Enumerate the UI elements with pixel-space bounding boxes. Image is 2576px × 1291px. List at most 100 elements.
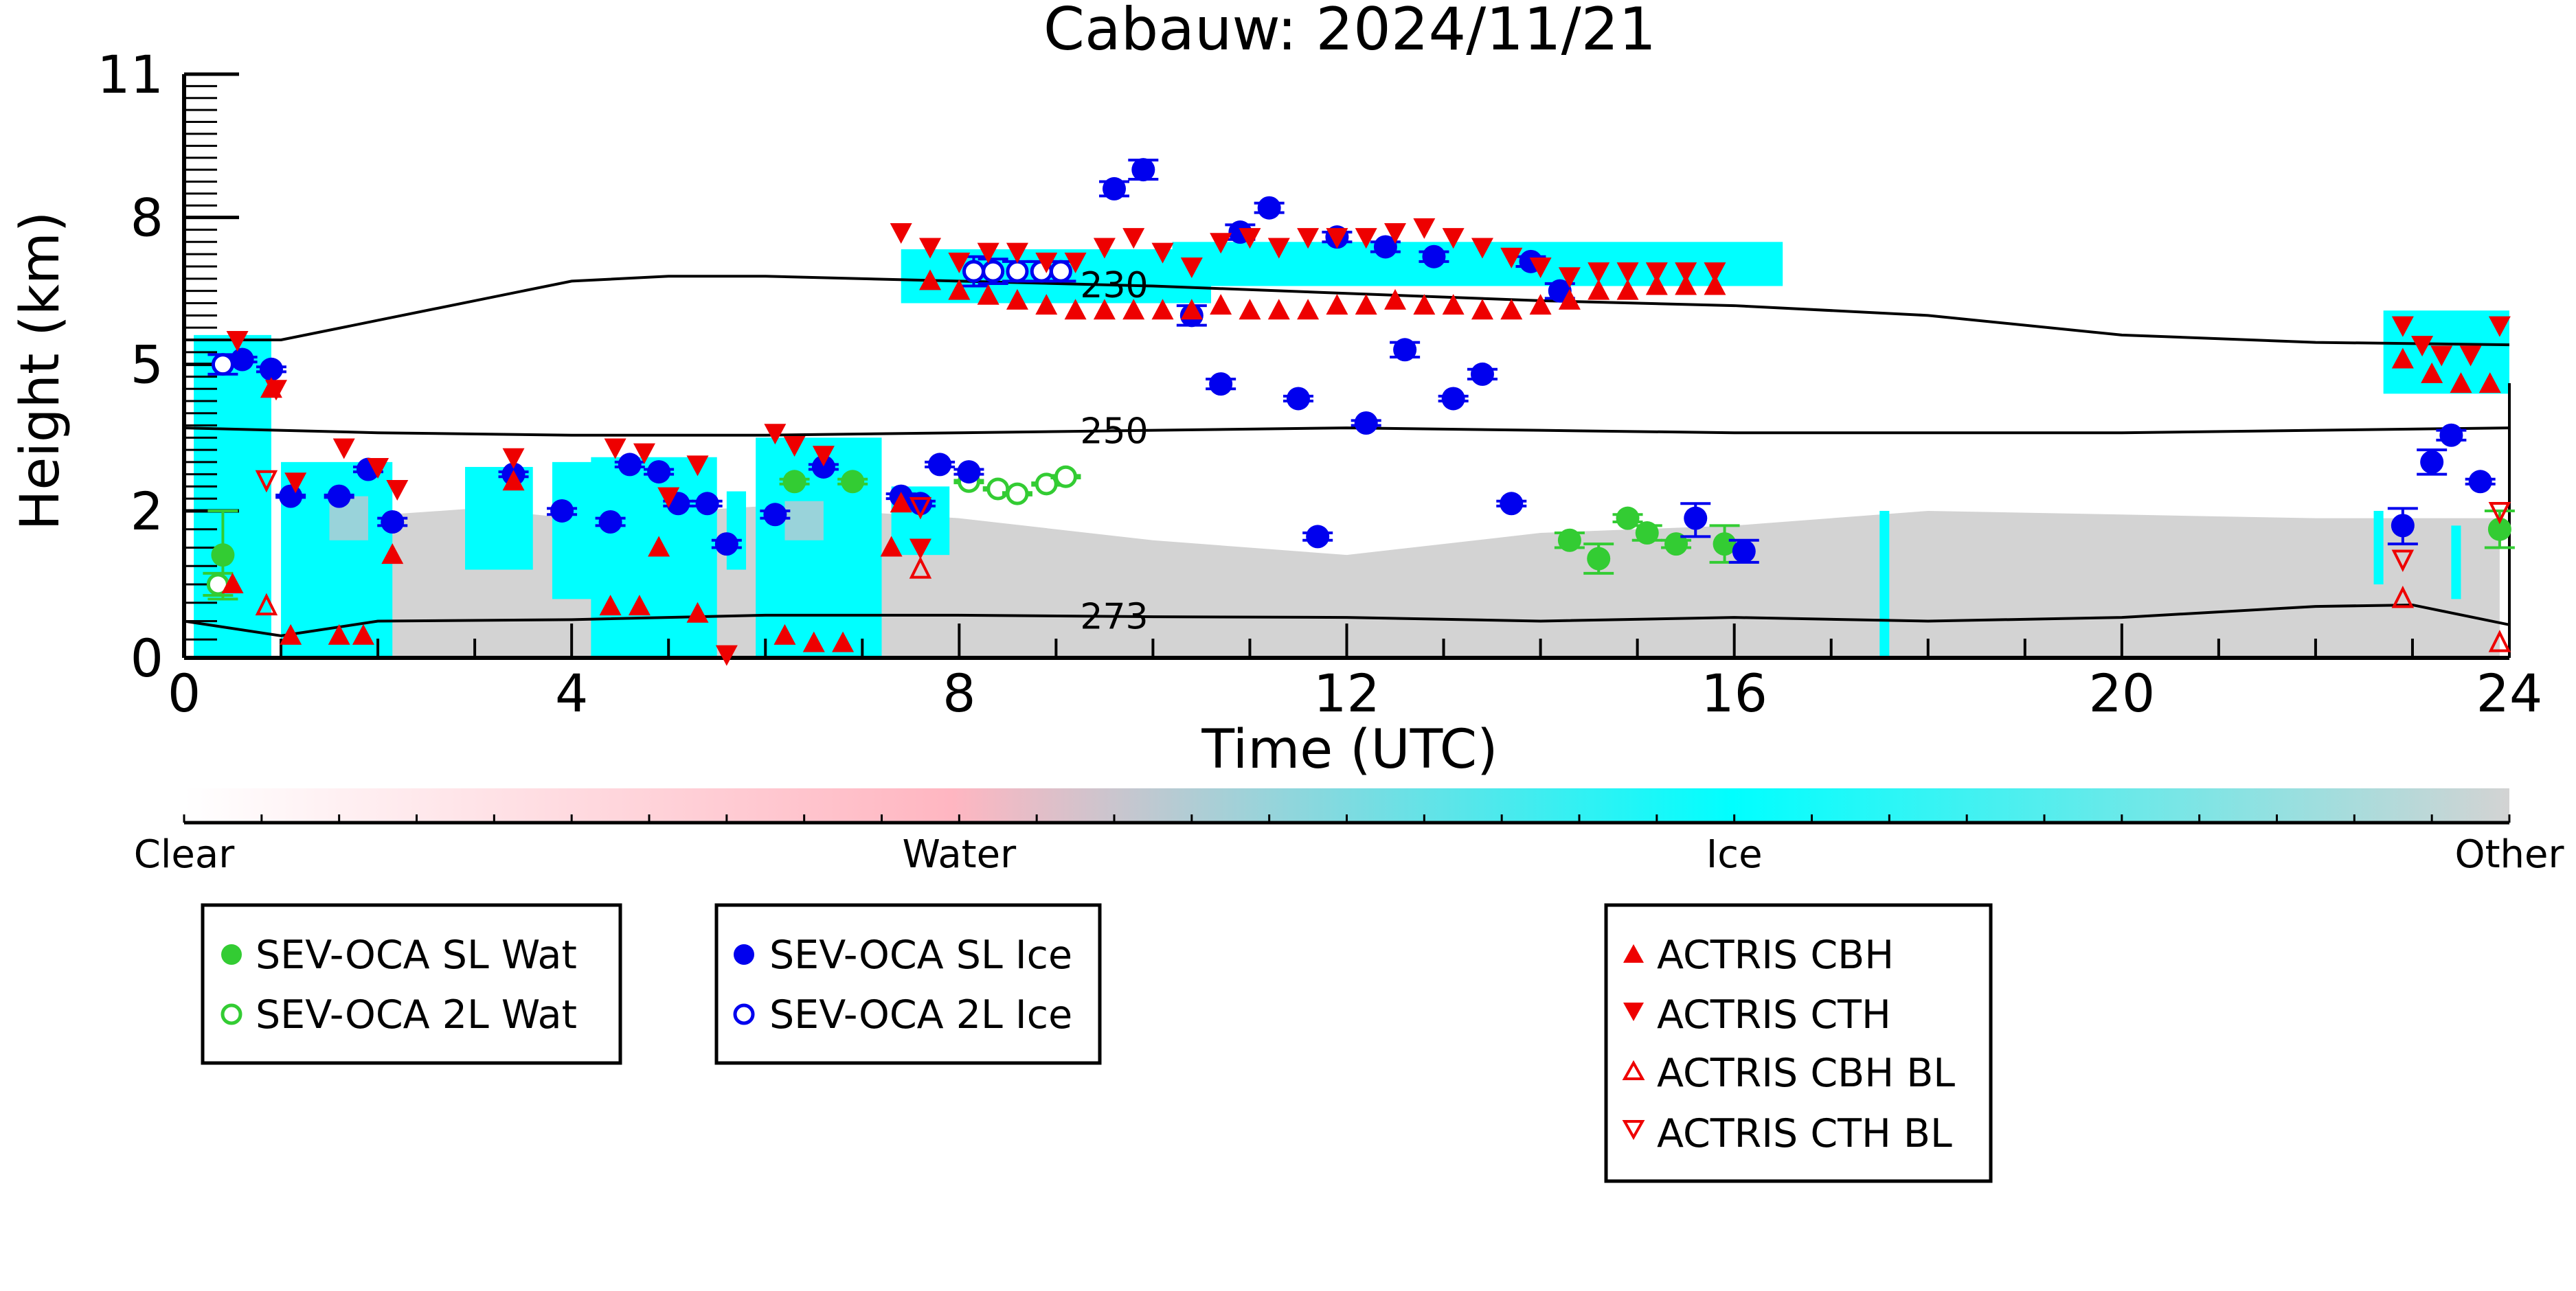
- x-tick-label: 12: [1313, 663, 1380, 724]
- data-point: [1297, 299, 1320, 320]
- data-point: [773, 624, 796, 645]
- data-point: [1035, 294, 1058, 315]
- data-point: [386, 479, 409, 501]
- legend-marker-cth-bl: [1622, 1120, 1645, 1141]
- data-point: [647, 460, 671, 484]
- data-point: [1442, 294, 1465, 315]
- data-point: [1035, 252, 1058, 273]
- data-point: [1422, 244, 1446, 269]
- data-point: [1635, 521, 1659, 545]
- data-point: [1413, 218, 1436, 239]
- data-point: [211, 353, 234, 376]
- data-point: [1675, 274, 1697, 295]
- data-point: [1064, 299, 1087, 320]
- contour-line: [183, 603, 2510, 637]
- data-point: [1122, 228, 1145, 249]
- x-tick-label: 8: [942, 663, 975, 724]
- x-tick-labels: 0 4 8 12 16 20 24: [168, 663, 2543, 724]
- data-point: [1006, 482, 1029, 505]
- data-point: [1006, 260, 1029, 283]
- legend-marker-cbh-bl: [1622, 1060, 1645, 1080]
- data-point: [1267, 299, 1290, 320]
- plot-background: [194, 242, 2509, 658]
- colorbar-label: Other: [2454, 832, 2564, 877]
- colorbar-label: Water: [903, 832, 1017, 877]
- data-point: [763, 503, 787, 527]
- ice-region: [726, 491, 747, 570]
- data-point: [1210, 294, 1232, 315]
- ice-region: [591, 457, 717, 658]
- legend-marker-2l-wat: [221, 1003, 242, 1025]
- data-point: [948, 252, 971, 273]
- y-tick-labels: 0 2 5 8 11: [97, 44, 163, 689]
- data-point: [2391, 316, 2414, 337]
- data-point: [1355, 228, 1377, 249]
- data-point: [1732, 539, 1756, 563]
- x-tick-label: 16: [1701, 663, 1767, 724]
- data-point: [1529, 257, 1552, 278]
- data-point: [628, 595, 651, 616]
- data-point: [1675, 262, 1697, 284]
- data-point: [367, 457, 389, 479]
- data-point: [1257, 196, 1281, 220]
- data-point: [1355, 294, 1377, 315]
- data-point: [1557, 528, 1581, 552]
- data-point: [284, 472, 307, 494]
- data-point: [1393, 338, 1417, 362]
- data-point: [1049, 260, 1072, 283]
- data-point: [502, 448, 525, 469]
- data-point: [599, 595, 622, 616]
- legend-ice-box: SEV-OCA SL Ice SEV-OCA 2L Ice: [714, 903, 1102, 1065]
- data-point: [1471, 238, 1493, 259]
- data-point: [1441, 387, 1465, 411]
- data-point: [962, 260, 985, 283]
- legend-actris-box: ACTRIS CBH ACTRIS CTH ACTRIS CBH BL ACTR…: [1604, 903, 1993, 1183]
- data-point: [1558, 288, 1581, 310]
- x-tick-label: 4: [555, 663, 588, 724]
- legend-marker-cbh: [1623, 944, 1644, 963]
- series-marks: [203, 158, 2515, 666]
- x-axis-label: Time (UTC): [1201, 719, 1498, 781]
- data-point: [2450, 372, 2472, 393]
- legend-label-2l-ice: SEV-OCA 2L Ice: [769, 992, 1072, 1038]
- legend-label-cth: ACTRIS CTH: [1657, 992, 1891, 1038]
- x-tick-label: 20: [2088, 663, 2155, 724]
- data-point: [2411, 336, 2434, 357]
- data-point: [381, 543, 404, 564]
- data-point: [686, 455, 709, 477]
- data-point: [1354, 411, 1378, 435]
- data-point: [1286, 387, 1310, 411]
- legend-marker-2l-ice: [733, 1003, 755, 1025]
- data-point: [948, 279, 971, 300]
- data-point: [977, 242, 999, 264]
- data-point: [2420, 450, 2444, 474]
- data-point: [919, 238, 942, 259]
- data-point: [264, 380, 287, 401]
- data-point: [686, 602, 709, 623]
- data-point: [633, 443, 655, 464]
- data-point: [832, 631, 855, 652]
- data-point: [1151, 299, 1174, 320]
- data-point: [1054, 465, 1077, 488]
- data-point: [381, 510, 405, 534]
- temperature-contours: 230 250 273: [183, 265, 2510, 638]
- data-point: [618, 453, 642, 477]
- data-point: [812, 446, 835, 467]
- data-point: [1558, 267, 1581, 288]
- legend-marker-cth: [1623, 1003, 1644, 1021]
- data-point: [1384, 288, 1407, 310]
- colorbar-labels: Clear Water Ice Other: [134, 832, 2565, 877]
- legend-label-cbh-bl: ACTRIS CBH BL: [1657, 1051, 1955, 1096]
- data-point: [230, 347, 254, 372]
- data-point: [1103, 176, 1126, 201]
- data-point: [1006, 242, 1028, 264]
- data-point: [890, 492, 912, 513]
- legend-label-cth-bl: ACTRIS CTH BL: [1657, 1111, 1952, 1156]
- contour-label: 273: [1080, 597, 1148, 638]
- data-point: [811, 455, 835, 479]
- data-point: [1122, 299, 1145, 320]
- data-point: [1131, 158, 1155, 182]
- data-point: [1684, 506, 1708, 530]
- data-point: [1209, 372, 1233, 396]
- data-point: [1180, 257, 1203, 278]
